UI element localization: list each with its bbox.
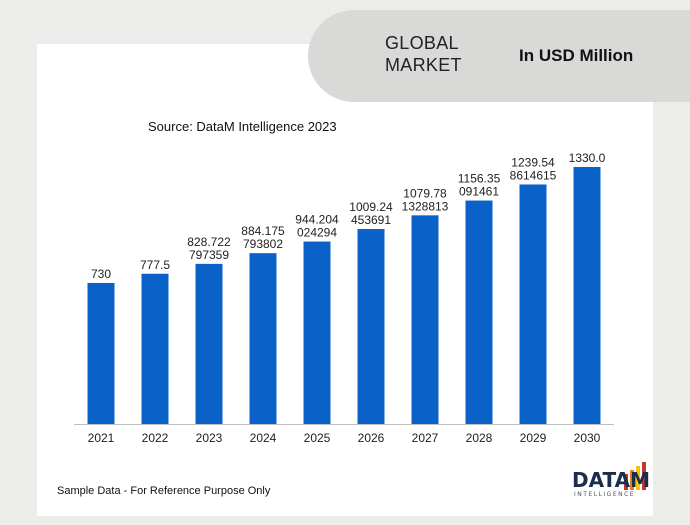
data-label-2028-line-2: 091461 <box>459 185 499 199</box>
logo-wordmark: DATAM <box>572 468 650 492</box>
chart-card <box>37 44 653 516</box>
bar-2030 <box>573 167 601 424</box>
data-label-2025-line-1: 944.204 <box>295 213 339 227</box>
logo-subtitle: INTELLIGENCE <box>574 491 636 498</box>
data-label-2028-line-1: 1156.35 <box>458 172 501 186</box>
x-tick-2029: 2029 <box>520 431 547 445</box>
bar-2029 <box>519 184 547 424</box>
data-label-2022-line-1: 777.5 <box>140 258 170 272</box>
bar-2027 <box>411 215 439 424</box>
bar-2028 <box>465 200 493 424</box>
x-tick-2024: 2024 <box>250 431 277 445</box>
bar-2023 <box>195 263 223 424</box>
data-label-2021-line-1: 730 <box>91 267 111 281</box>
data-label-2026-line-2: 453691 <box>351 213 391 227</box>
data-label-2027-line-2: 1328813 <box>402 199 449 213</box>
header-pill <box>308 10 690 102</box>
market-title: GLOBAL MARKET <box>385 33 462 75</box>
data-label-2023-line-2: 797359 <box>189 248 229 262</box>
data-label-2024-line-1: 884.175 <box>241 224 285 238</box>
bar-2025 <box>303 241 331 424</box>
logo-bars-icon <box>624 462 646 490</box>
x-tick-2028: 2028 <box>466 431 493 445</box>
data-label-2030-line-1: 1330.0 <box>569 151 606 165</box>
reference-note: Sample Data - For Reference Purpose Only <box>57 485 271 497</box>
source-note: Source: DataM Intelligence 2023 <box>148 119 337 134</box>
x-tick-2030: 2030 <box>574 431 601 445</box>
x-tick-2025: 2025 <box>304 431 331 445</box>
x-tick-2026: 2026 <box>358 431 385 445</box>
x-tick-2022: 2022 <box>142 431 169 445</box>
data-label-2029-line-1: 1239.54 <box>511 155 555 169</box>
data-label-2026-line-1: 1009.24 <box>349 200 393 214</box>
bar-2026 <box>357 228 385 424</box>
data-label-2023-line-1: 828.722 <box>187 235 231 249</box>
bar-2021 <box>87 282 115 424</box>
data-label-2024-line-2: 793802 <box>243 237 283 251</box>
data-label-2025-line-2: 024294 <box>297 226 337 240</box>
datam-logo: DATAM INTELLIGENCE <box>572 460 650 500</box>
bar-2022 <box>141 273 169 424</box>
x-tick-2023: 2023 <box>196 431 223 445</box>
x-tick-2021: 2021 <box>88 431 115 445</box>
data-label-2029-line-2: 8614615 <box>510 168 557 182</box>
x-tick-2027: 2027 <box>412 431 439 445</box>
data-label-2027-line-1: 1079.78 <box>403 186 447 200</box>
unit-label: In USD Million <box>519 46 634 65</box>
bar-2024 <box>249 253 277 424</box>
